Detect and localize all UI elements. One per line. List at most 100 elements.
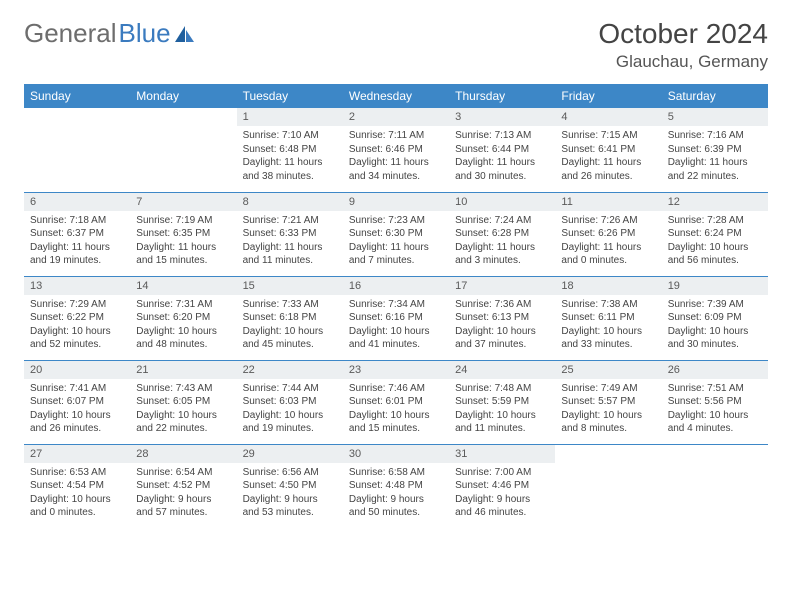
- calendar-cell: 14Sunrise: 7:31 AMSunset: 6:20 PMDayligh…: [130, 276, 236, 360]
- calendar-week-row: 1Sunrise: 7:10 AMSunset: 6:48 PMDaylight…: [24, 108, 768, 192]
- logo-sail-icon: [173, 24, 195, 44]
- calendar-cell: 3 Sunrise: 7:13 AMSunset: 6:44 PMDaylight…: [449, 108, 555, 192]
- sunset-text: Sunset: 6:05 PM: [136, 395, 230, 409]
- day-number: 3: [449, 108, 555, 126]
- calendar-cell: 11Sunrise: 7:26 AMSunset: 6:26 PMDayligh…: [555, 192, 661, 276]
- day-number: 28: [130, 445, 236, 463]
- month-year: October 2024: [598, 18, 768, 50]
- sunrise-text: Sunrise: 7:38 AM: [561, 298, 655, 312]
- sunset-text: Sunset: 6:24 PM: [668, 227, 762, 241]
- logo-word2: Blue: [119, 18, 171, 49]
- day-details: Sunrise: 6:56 AMSunset: 4:50 PMDaylight:…: [237, 463, 343, 525]
- sunset-text: Sunset: 4:46 PM: [455, 479, 549, 493]
- sunset-text: Sunset: 6:39 PM: [668, 143, 762, 157]
- calendar-cell: 4Sunrise: 7:15 AMSunset: 6:41 PMDaylight…: [555, 108, 661, 192]
- day-number: 1: [237, 108, 343, 126]
- daylight-text: Daylight: 11 hours: [455, 156, 549, 170]
- daylight-text: and 0 minutes.: [30, 506, 124, 520]
- calendar-cell: [555, 444, 661, 528]
- daylight-text: Daylight: 9 hours: [349, 493, 443, 507]
- day-details: Sunrise: 7:00 AMSunset: 4:46 PMDaylight:…: [449, 463, 555, 525]
- day-details: Sunrise: 6:53 AMSunset: 4:54 PMDaylight:…: [24, 463, 130, 525]
- day-details: Sunrise: 7:18 AMSunset: 6:37 PMDaylight:…: [24, 211, 130, 273]
- daylight-text: Daylight: 10 hours: [561, 325, 655, 339]
- weekday-header: Sunday: [24, 84, 130, 108]
- daylight-text: and 3 minutes.: [455, 254, 549, 268]
- sunrise-text: Sunrise: 7:41 AM: [30, 382, 124, 396]
- day-number: 22: [237, 361, 343, 379]
- day-number: 20: [24, 361, 130, 379]
- daylight-text: Daylight: 11 hours: [668, 156, 762, 170]
- calendar-week-row: 13Sunrise: 7:29 AMSunset: 6:22 PMDayligh…: [24, 276, 768, 360]
- day-number: 8: [237, 193, 343, 211]
- logo-word1: General: [24, 18, 117, 49]
- day-details: Sunrise: 7:11 AMSunset: 6:46 PMDaylight:…: [343, 126, 449, 188]
- sunset-text: Sunset: 6:22 PM: [30, 311, 124, 325]
- sunrise-text: Sunrise: 7:39 AM: [668, 298, 762, 312]
- sunset-text: Sunset: 6:16 PM: [349, 311, 443, 325]
- calendar-cell: 21Sunrise: 7:43 AMSunset: 6:05 PMDayligh…: [130, 360, 236, 444]
- sunset-text: Sunset: 6:18 PM: [243, 311, 337, 325]
- day-details: Sunrise: 7:34 AMSunset: 6:16 PMDaylight:…: [343, 295, 449, 357]
- daylight-text: Daylight: 10 hours: [561, 409, 655, 423]
- day-number: 11: [555, 193, 661, 211]
- daylight-text: and 7 minutes.: [349, 254, 443, 268]
- sunset-text: Sunset: 6:01 PM: [349, 395, 443, 409]
- weekday-header-row: Sunday Monday Tuesday Wednesday Thursday…: [24, 84, 768, 108]
- calendar-cell: 1Sunrise: 7:10 AMSunset: 6:48 PMDaylight…: [237, 108, 343, 192]
- daylight-text: Daylight: 11 hours: [243, 156, 337, 170]
- daylight-text: Daylight: 11 hours: [561, 156, 655, 170]
- sunrise-text: Sunrise: 7:11 AM: [349, 129, 443, 143]
- daylight-text: and 56 minutes.: [668, 254, 762, 268]
- sunrise-text: Sunrise: 7:18 AM: [30, 214, 124, 228]
- daylight-text: and 8 minutes.: [561, 422, 655, 436]
- sunrise-text: Sunrise: 7:51 AM: [668, 382, 762, 396]
- sunset-text: Sunset: 5:57 PM: [561, 395, 655, 409]
- day-number: 24: [449, 361, 555, 379]
- day-number: 23: [343, 361, 449, 379]
- sunrise-text: Sunrise: 7:49 AM: [561, 382, 655, 396]
- day-number: 13: [24, 277, 130, 295]
- header: General Blue October 2024 Glauchau, Germ…: [24, 18, 768, 72]
- sunrise-text: Sunrise: 7:31 AM: [136, 298, 230, 312]
- daylight-text: Daylight: 11 hours: [349, 241, 443, 255]
- calendar-cell: [662, 444, 768, 528]
- calendar-cell: 29Sunrise: 6:56 AMSunset: 4:50 PMDayligh…: [237, 444, 343, 528]
- day-details: Sunrise: 7:43 AMSunset: 6:05 PMDaylight:…: [130, 379, 236, 441]
- sunrise-text: Sunrise: 7:13 AM: [455, 129, 549, 143]
- daylight-text: and 57 minutes.: [136, 506, 230, 520]
- daylight-text: and 15 minutes.: [349, 422, 443, 436]
- calendar-cell: 27Sunrise: 6:53 AMSunset: 4:54 PMDayligh…: [24, 444, 130, 528]
- sunset-text: Sunset: 6:46 PM: [349, 143, 443, 157]
- calendar-cell: 5Sunrise: 7:16 AMSunset: 6:39 PMDaylight…: [662, 108, 768, 192]
- sunrise-text: Sunrise: 7:44 AM: [243, 382, 337, 396]
- day-details: Sunrise: 7:24 AMSunset: 6:28 PMDaylight:…: [449, 211, 555, 273]
- calendar-cell: 20Sunrise: 7:41 AMSunset: 6:07 PMDayligh…: [24, 360, 130, 444]
- day-details: Sunrise: 7:36 AMSunset: 6:13 PMDaylight:…: [449, 295, 555, 357]
- calendar-cell: 17Sunrise: 7:36 AMSunset: 6:13 PMDayligh…: [449, 276, 555, 360]
- calendar-cell: 24Sunrise: 7:48 AMSunset: 5:59 PMDayligh…: [449, 360, 555, 444]
- daylight-text: Daylight: 10 hours: [30, 493, 124, 507]
- day-number: 30: [343, 445, 449, 463]
- day-number: 29: [237, 445, 343, 463]
- sunset-text: Sunset: 6:44 PM: [455, 143, 549, 157]
- day-details: Sunrise: 7:33 AMSunset: 6:18 PMDaylight:…: [237, 295, 343, 357]
- day-number: 16: [343, 277, 449, 295]
- sunrise-text: Sunrise: 6:58 AM: [349, 466, 443, 480]
- calendar-cell: 7Sunrise: 7:19 AMSunset: 6:35 PMDaylight…: [130, 192, 236, 276]
- calendar-cell: 18Sunrise: 7:38 AMSunset: 6:11 PMDayligh…: [555, 276, 661, 360]
- daylight-text: Daylight: 11 hours: [455, 241, 549, 255]
- day-number: 2: [343, 108, 449, 126]
- daylight-text: Daylight: 11 hours: [30, 241, 124, 255]
- calendar-cell: 16Sunrise: 7:34 AMSunset: 6:16 PMDayligh…: [343, 276, 449, 360]
- calendar-cell: 12Sunrise: 7:28 AMSunset: 6:24 PMDayligh…: [662, 192, 768, 276]
- sunrise-text: Sunrise: 7:16 AM: [668, 129, 762, 143]
- sunset-text: Sunset: 6:33 PM: [243, 227, 337, 241]
- sunrise-text: Sunrise: 7:00 AM: [455, 466, 549, 480]
- day-details: Sunrise: 7:26 AMSunset: 6:26 PMDaylight:…: [555, 211, 661, 273]
- sunset-text: Sunset: 4:52 PM: [136, 479, 230, 493]
- title-block: October 2024 Glauchau, Germany: [598, 18, 768, 72]
- daylight-text: and 22 minutes.: [136, 422, 230, 436]
- day-details: Sunrise: 7:28 AMSunset: 6:24 PMDaylight:…: [662, 211, 768, 273]
- daylight-text: and 26 minutes.: [561, 170, 655, 184]
